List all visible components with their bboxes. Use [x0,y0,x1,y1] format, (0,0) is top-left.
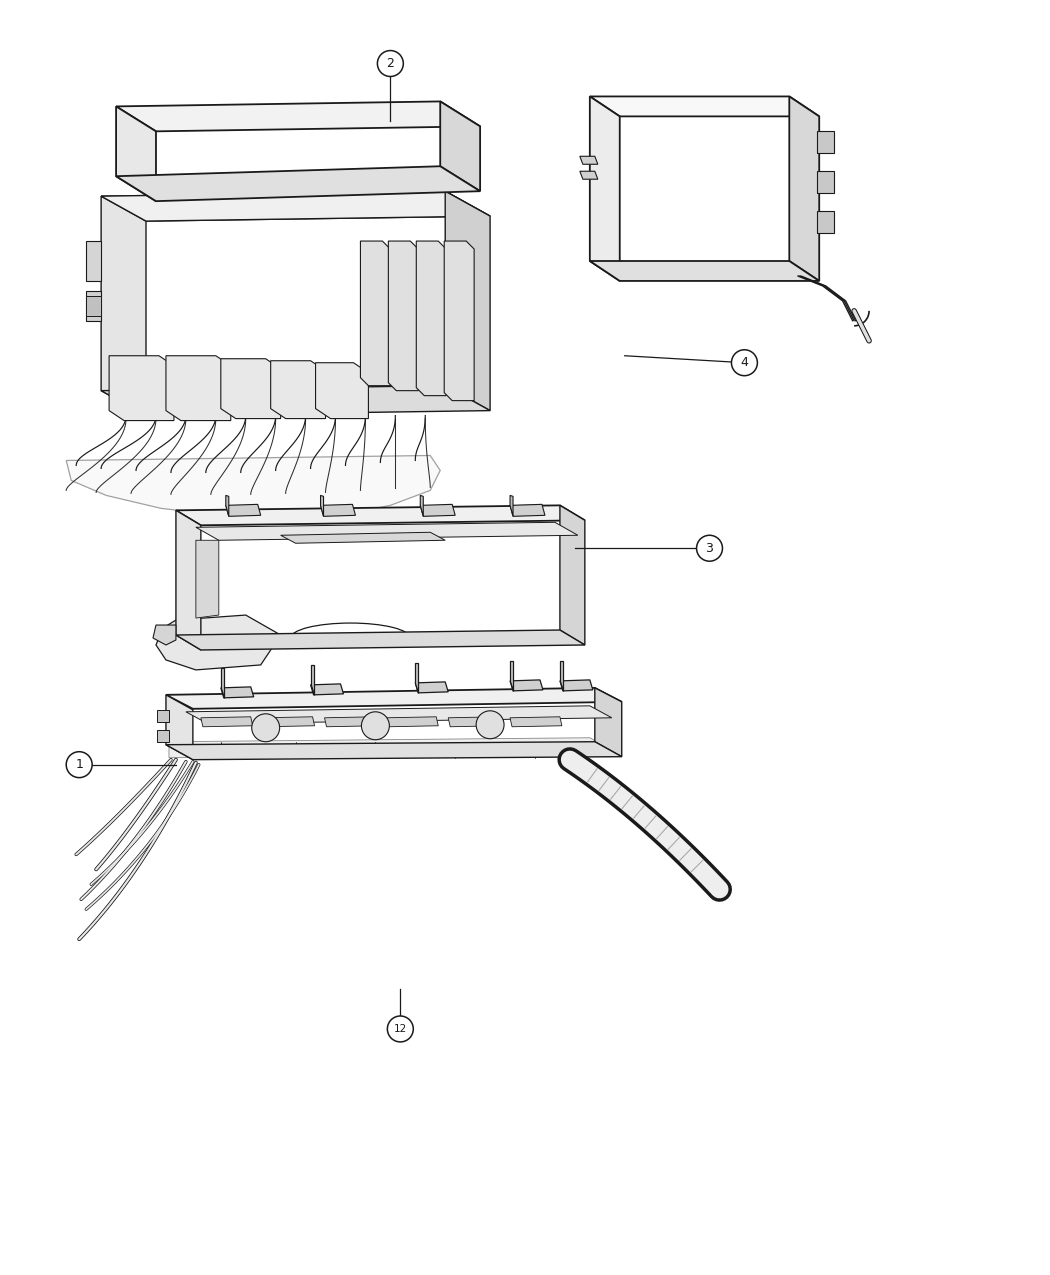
Polygon shape [590,97,619,280]
Circle shape [66,752,92,778]
Text: 12: 12 [394,1024,407,1034]
Polygon shape [226,505,260,516]
Polygon shape [416,663,418,692]
Polygon shape [590,97,819,116]
Polygon shape [158,729,169,742]
Circle shape [732,349,757,376]
Polygon shape [510,717,562,727]
Polygon shape [262,717,315,727]
Polygon shape [201,717,253,727]
Polygon shape [311,683,343,695]
Polygon shape [320,505,356,516]
Polygon shape [324,717,376,727]
Polygon shape [117,166,480,201]
Polygon shape [388,241,418,390]
Text: 4: 4 [740,356,749,370]
Polygon shape [448,717,500,727]
Polygon shape [510,660,513,691]
Polygon shape [153,625,176,645]
Polygon shape [817,171,834,194]
Polygon shape [117,106,156,201]
Polygon shape [440,102,480,191]
Polygon shape [444,241,475,400]
Polygon shape [416,241,446,395]
Polygon shape [790,97,819,280]
Circle shape [252,714,279,742]
Polygon shape [386,717,438,727]
Polygon shape [166,742,622,760]
Polygon shape [320,496,323,516]
Polygon shape [176,505,585,525]
Circle shape [696,536,722,561]
Polygon shape [316,362,369,418]
Polygon shape [66,455,440,519]
Polygon shape [280,532,445,543]
Polygon shape [86,296,101,316]
Polygon shape [580,171,597,180]
Circle shape [377,51,403,76]
Polygon shape [510,505,545,516]
Polygon shape [271,361,326,418]
Polygon shape [196,523,578,541]
Polygon shape [817,212,834,233]
Polygon shape [176,510,201,650]
Text: 2: 2 [386,57,395,70]
Polygon shape [580,157,597,164]
Polygon shape [220,358,280,418]
Text: 1: 1 [76,759,83,771]
Polygon shape [117,102,480,131]
Polygon shape [166,356,231,421]
Polygon shape [86,241,101,280]
Polygon shape [560,680,593,691]
Polygon shape [176,630,585,650]
Polygon shape [220,687,254,697]
Polygon shape [101,191,490,221]
Polygon shape [817,131,834,153]
Polygon shape [445,191,490,411]
Polygon shape [101,385,490,416]
Polygon shape [360,241,391,385]
Polygon shape [510,496,513,516]
Polygon shape [109,356,174,421]
Circle shape [476,710,504,738]
Polygon shape [166,695,193,760]
Text: 3: 3 [706,542,713,555]
Polygon shape [420,505,456,516]
Polygon shape [416,682,448,692]
Polygon shape [510,680,543,691]
Polygon shape [311,666,314,695]
Polygon shape [590,261,819,280]
Circle shape [361,711,390,739]
Polygon shape [186,706,612,724]
Polygon shape [169,738,614,757]
Polygon shape [196,541,218,618]
Polygon shape [560,660,563,691]
Polygon shape [86,291,101,321]
Polygon shape [156,615,280,669]
Polygon shape [560,505,585,645]
Polygon shape [101,196,146,416]
Polygon shape [226,496,229,516]
Polygon shape [166,688,622,709]
Polygon shape [101,191,490,221]
Polygon shape [420,496,423,516]
Polygon shape [220,668,224,697]
Circle shape [387,1016,414,1042]
Polygon shape [158,710,169,722]
Polygon shape [594,688,622,756]
